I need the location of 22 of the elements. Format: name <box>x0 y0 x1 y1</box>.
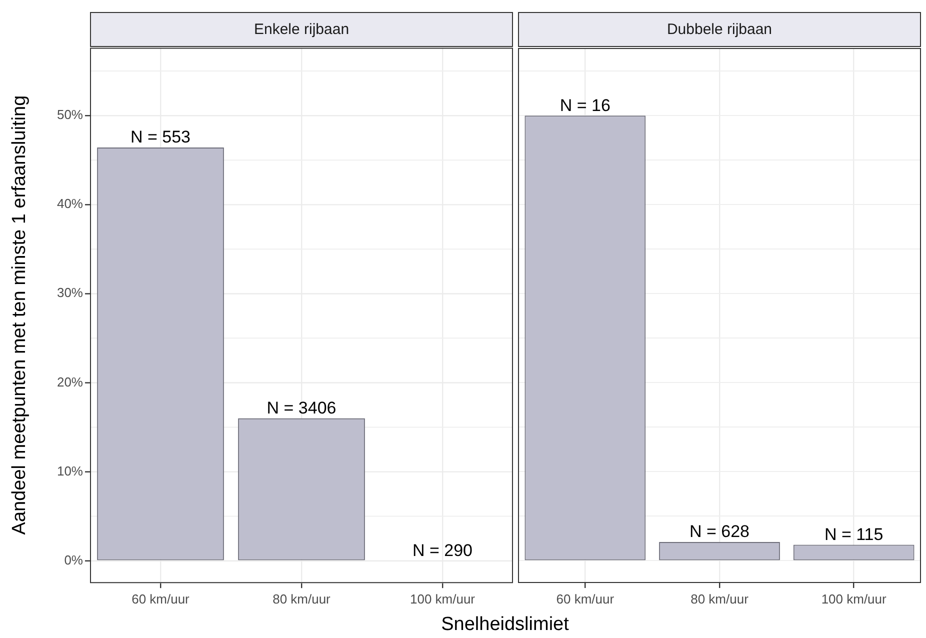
annotation: N = 115 <box>824 524 884 544</box>
x-tick-label: 60 km/uur <box>556 591 615 606</box>
x-tick-label: 80 km/uur <box>272 592 332 607</box>
x-tick-label: 60 km/uur <box>132 592 190 607</box>
y-tick-label: 30% <box>56 285 84 300</box>
chart-title: Dubbele rijbaan <box>518 12 921 47</box>
x-tick-label: 100 km/uur <box>821 591 888 606</box>
y-tick-label: 0% <box>64 552 84 568</box>
y-axis-title: Aandeel meetpunten met ten minste 1 erfaansluiting <box>9 95 31 535</box>
y-tick-label: 10% <box>56 464 84 479</box>
x-tick-label: 100 km/uur <box>410 592 476 607</box>
y-tick-label: 20% <box>56 374 84 390</box>
y-tick-label: 40% <box>56 196 84 212</box>
annotation: N = 553 <box>130 128 190 147</box>
annotation: N = 3406 <box>266 398 336 418</box>
annotation: N = 290 <box>412 541 472 560</box>
annotation: N = 16 <box>560 96 610 115</box>
y-tick-label: 50% <box>56 107 84 122</box>
x-tick-label: 80 km/uur <box>690 591 750 606</box>
annotation: N = 628 <box>689 522 750 542</box>
chart-title: Enkele rijbaan <box>90 12 513 47</box>
x-axis-title: Snelheidslimiet <box>440 614 570 636</box>
